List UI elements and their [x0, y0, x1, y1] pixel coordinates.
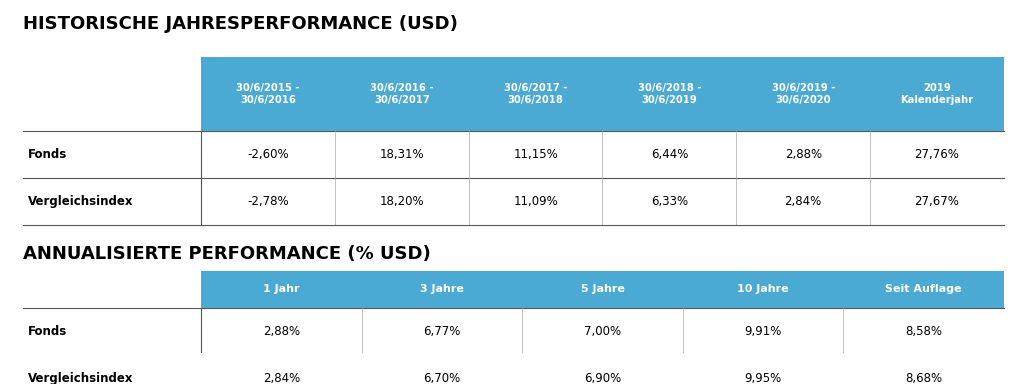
Text: -2,78%: -2,78%: [247, 195, 288, 208]
Text: 6,33%: 6,33%: [651, 195, 688, 208]
Text: 2,88%: 2,88%: [785, 148, 822, 161]
Text: 30/6/2018 -
30/6/2019: 30/6/2018 - 30/6/2019: [638, 83, 701, 105]
Text: 6,70%: 6,70%: [423, 372, 461, 384]
Text: 6,90%: 6,90%: [584, 372, 621, 384]
Text: 30/6/2016 -
30/6/2017: 30/6/2016 - 30/6/2017: [370, 83, 433, 105]
Text: 2,84%: 2,84%: [785, 195, 822, 208]
Text: ANNUALISIERTE PERFORMANCE (% USD): ANNUALISIERTE PERFORMANCE (% USD): [24, 245, 431, 263]
FancyBboxPatch shape: [201, 271, 1004, 308]
Text: 5 Jahre: 5 Jahre: [580, 284, 624, 294]
Text: 18,31%: 18,31%: [379, 148, 424, 161]
Text: Seit Auflage: Seit Auflage: [885, 284, 962, 294]
Text: 6,44%: 6,44%: [651, 148, 688, 161]
Text: HISTORISCHE JAHRESPERFORMANCE (USD): HISTORISCHE JAHRESPERFORMANCE (USD): [24, 15, 458, 33]
Text: 9,91%: 9,91%: [744, 325, 782, 338]
Text: 27,67%: 27,67%: [915, 195, 960, 208]
Text: 2,84%: 2,84%: [263, 372, 299, 384]
Text: 7,00%: 7,00%: [584, 325, 621, 338]
Text: 9,95%: 9,95%: [744, 372, 782, 384]
Text: Fonds: Fonds: [29, 148, 67, 161]
Text: 3 Jahre: 3 Jahre: [420, 284, 464, 294]
Text: 18,20%: 18,20%: [379, 195, 424, 208]
Text: 30/6/2015 -
30/6/2016: 30/6/2015 - 30/6/2016: [236, 83, 299, 105]
Text: 8,68%: 8,68%: [905, 372, 942, 384]
Text: 2,88%: 2,88%: [263, 325, 299, 338]
Text: -2,60%: -2,60%: [247, 148, 288, 161]
Text: 2019
Kalenderjahr: 2019 Kalenderjahr: [900, 83, 974, 105]
Text: Vergleichsindex: Vergleichsindex: [29, 195, 134, 208]
Text: 8,58%: 8,58%: [905, 325, 942, 338]
FancyBboxPatch shape: [201, 57, 1004, 131]
Text: 1 Jahr: 1 Jahr: [263, 284, 299, 294]
Text: 6,77%: 6,77%: [423, 325, 461, 338]
Text: 27,76%: 27,76%: [915, 148, 960, 161]
Text: Fonds: Fonds: [29, 325, 67, 338]
Text: 30/6/2017 -
30/6/2018: 30/6/2017 - 30/6/2018: [504, 83, 567, 105]
Text: Vergleichsindex: Vergleichsindex: [29, 372, 134, 384]
Text: 30/6/2019 -
30/6/2020: 30/6/2019 - 30/6/2020: [772, 83, 835, 105]
Text: 11,15%: 11,15%: [513, 148, 558, 161]
Text: 10 Jahre: 10 Jahre: [737, 284, 789, 294]
Text: 11,09%: 11,09%: [513, 195, 558, 208]
